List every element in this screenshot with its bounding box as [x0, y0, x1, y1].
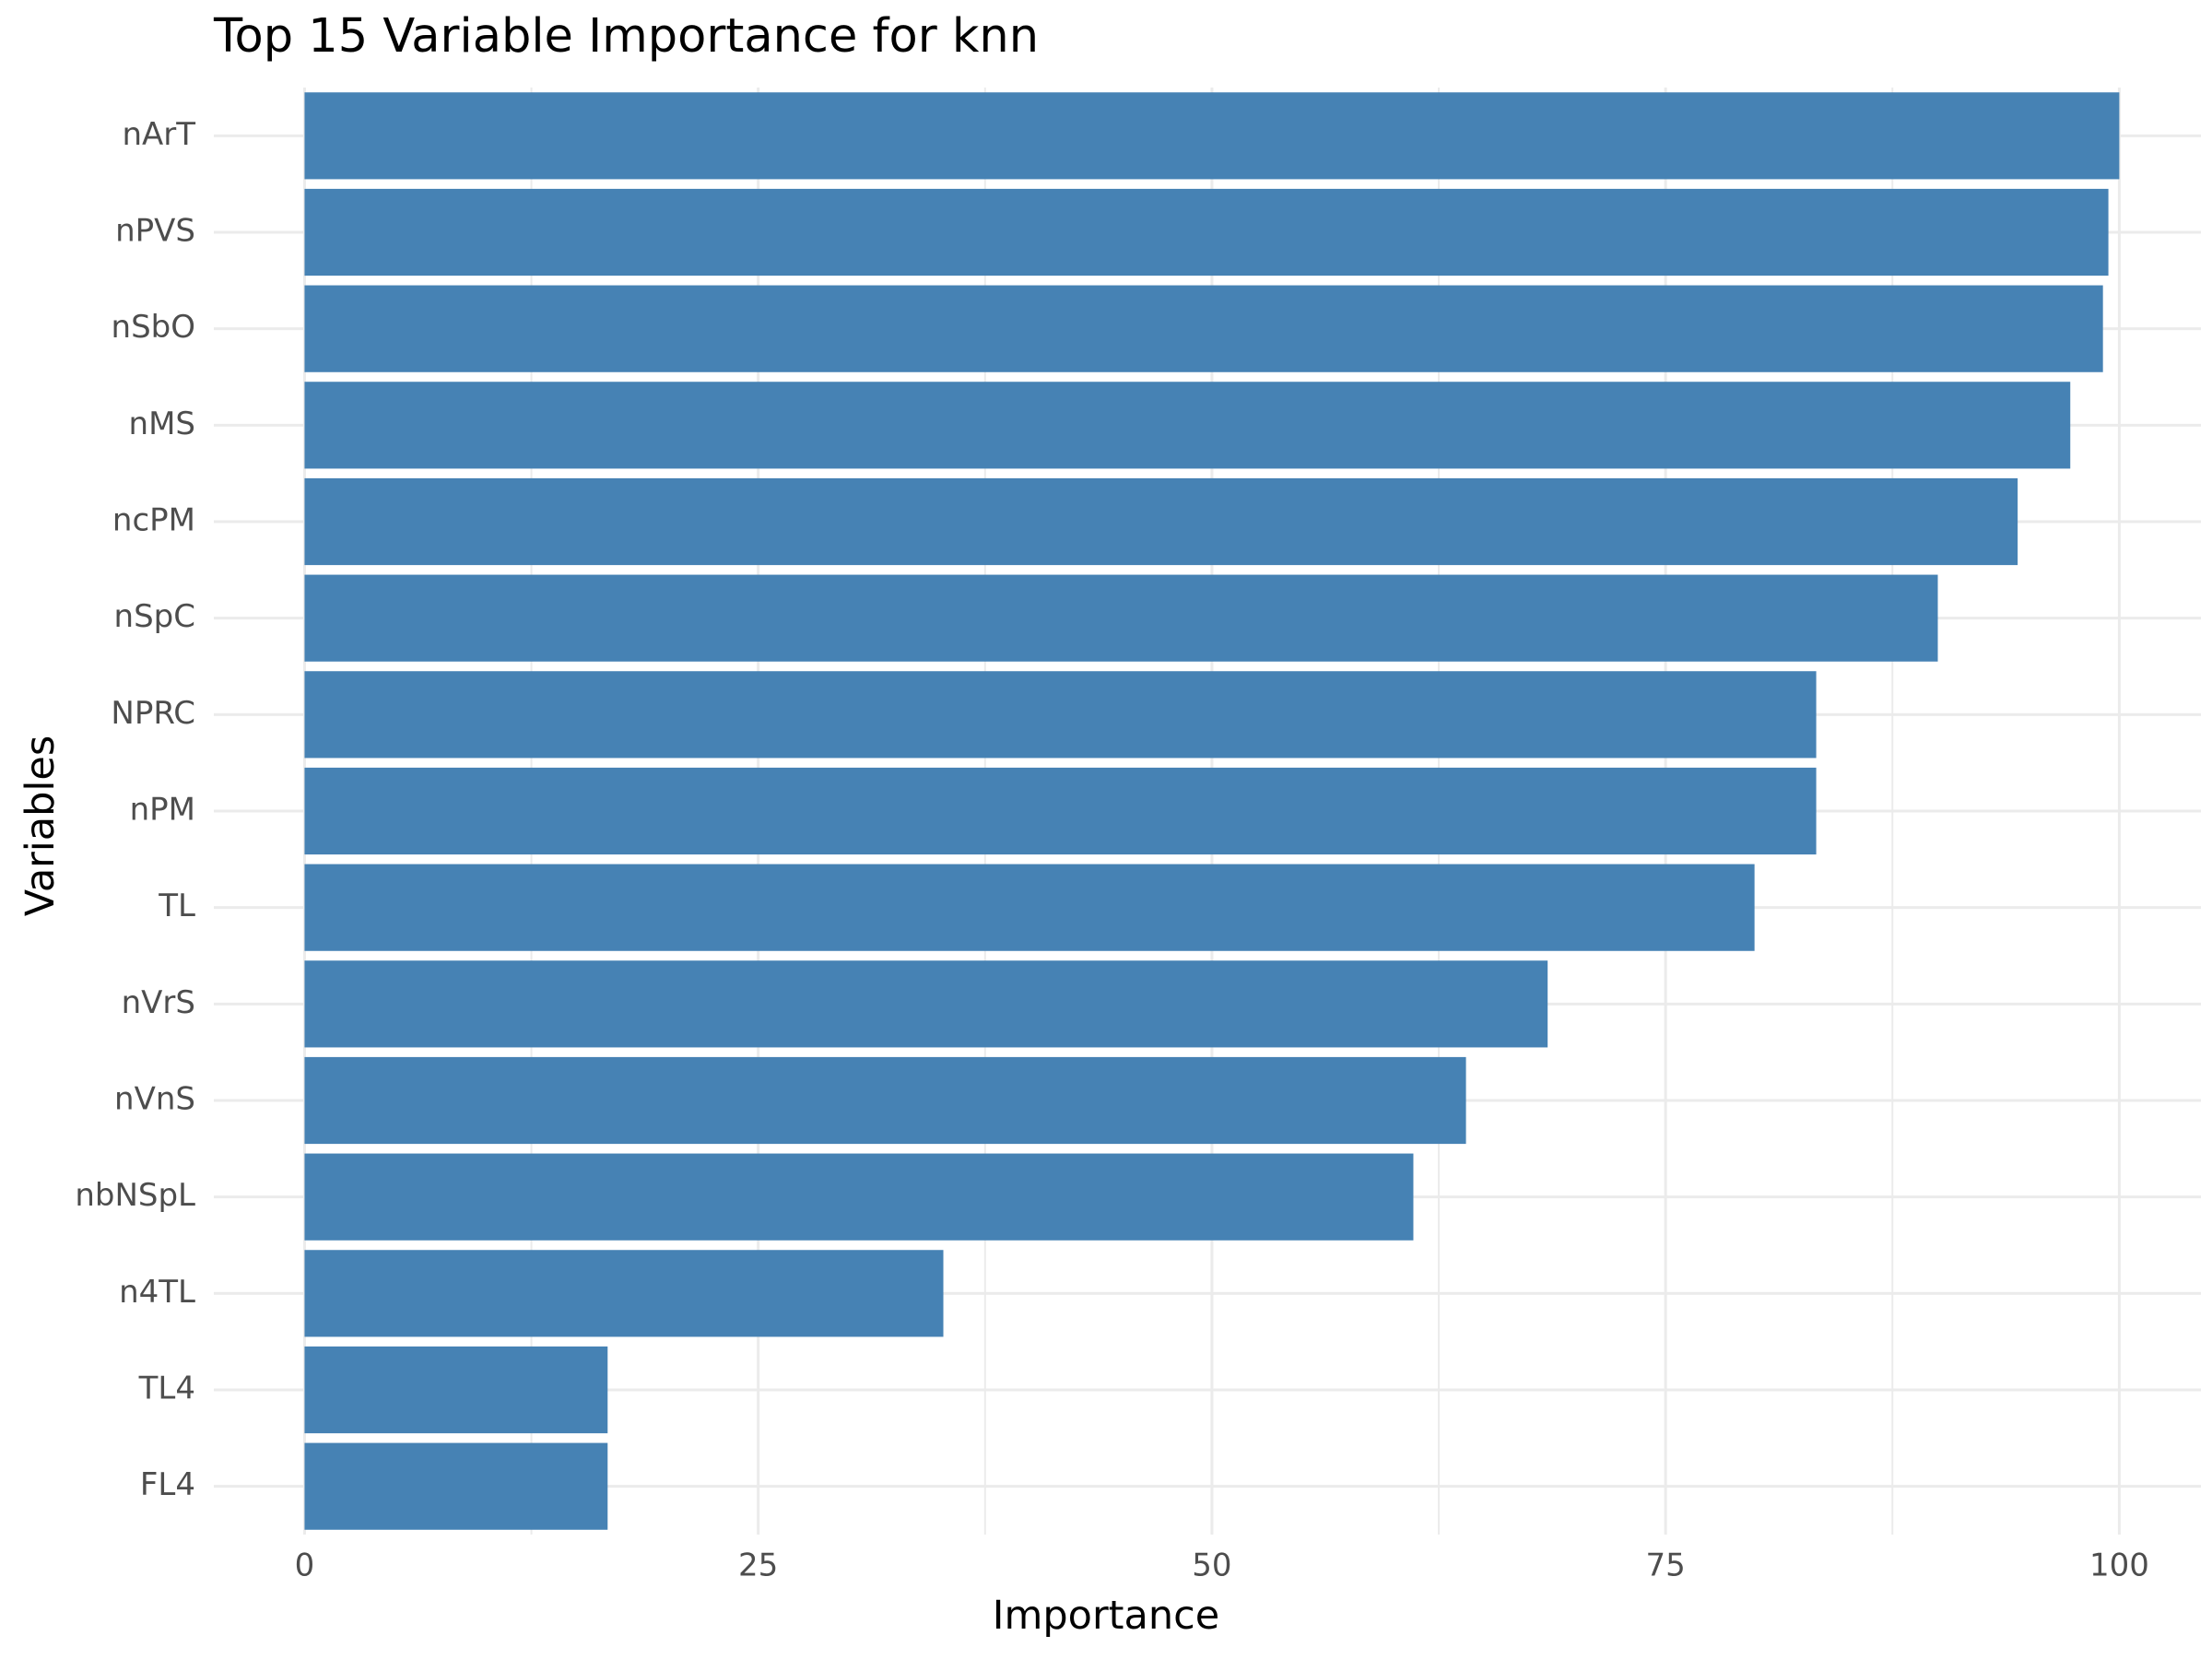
bar-nVrS [304, 960, 1548, 1048]
bar-nPM [304, 767, 1817, 855]
y-tick-label: nSbO [112, 309, 195, 346]
chart-title: Top 15 Variable Importance for knn [214, 9, 1040, 64]
y-tick-label: nArT [122, 116, 195, 153]
y-tick-label: nSpC [114, 598, 195, 635]
y-tick-label: nVrS [122, 984, 195, 1021]
bar-nSbO [304, 285, 2103, 372]
y-tick-label: TL [158, 888, 195, 924]
bar-nbNSpL [304, 1153, 1414, 1241]
bar-FL4 [304, 1442, 608, 1530]
y-axis-label: Variables [18, 735, 64, 917]
y-tick-label: nPM [130, 792, 195, 829]
y-tick-label: nMS [129, 406, 195, 442]
x-axis-label: Importance [992, 1593, 1220, 1639]
y-tick-label: TL4 [138, 1371, 195, 1407]
bar-nSpC [304, 574, 1938, 662]
x-tick-label: 0 [295, 1547, 315, 1584]
y-tick-label: ncPM [112, 502, 195, 539]
y-tick-label: n4TL [119, 1274, 195, 1311]
bar-ncPM [304, 477, 2018, 566]
bar-nMS [304, 382, 2071, 469]
x-tick-label: 75 [1646, 1547, 1686, 1584]
bar-nPVS [304, 188, 2109, 276]
bar-NPRC [304, 671, 1817, 759]
y-tick-label: nVnS [114, 1081, 195, 1118]
x-tick-label: 50 [1192, 1547, 1231, 1584]
y-tick-label: nPVS [115, 213, 195, 250]
bar-nArT [304, 92, 2120, 180]
y-tick-label: FL4 [140, 1466, 195, 1503]
bar-n4TL [304, 1250, 944, 1337]
bar-nVnS [304, 1056, 1466, 1145]
y-tick-label: nbNSpL [75, 1177, 195, 1214]
x-tick-label: 100 [2089, 1547, 2149, 1584]
y-tick-label: NPRC [111, 695, 195, 732]
x-tick-label: 25 [738, 1547, 778, 1584]
bar-TL [304, 864, 1755, 951]
bar-TL4 [304, 1346, 608, 1434]
